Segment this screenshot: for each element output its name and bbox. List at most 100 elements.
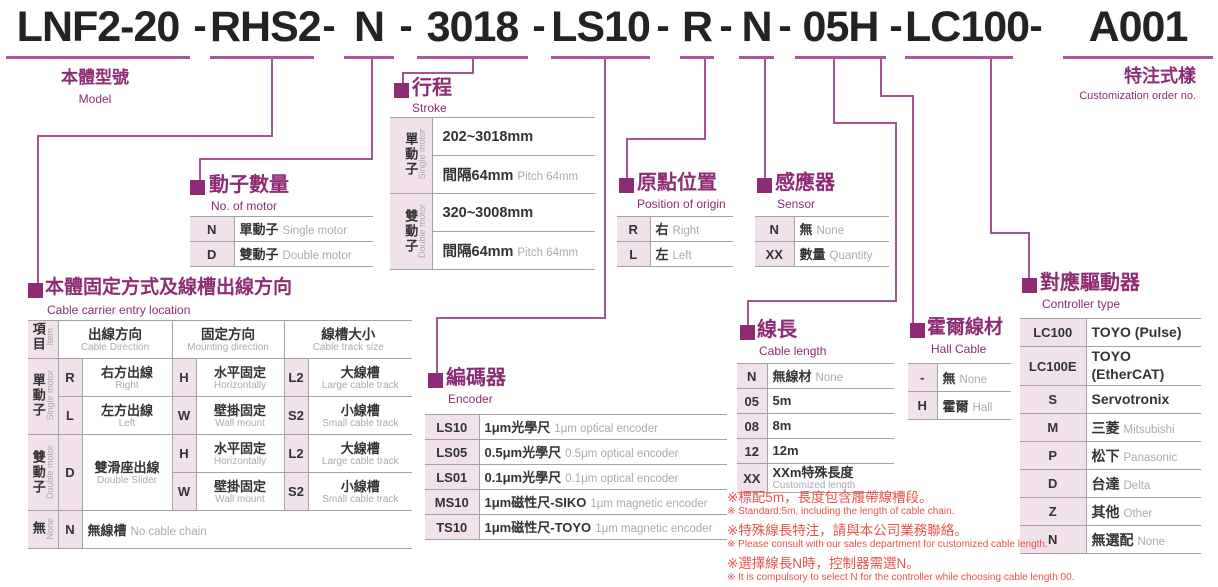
row-header-cell: 雙動子 Double motor — [390, 193, 433, 270]
row-header-en: Double motor — [44, 445, 55, 500]
row-header-cell: 雙動子 Double motor — [28, 434, 59, 511]
section-marker — [428, 373, 443, 388]
section-title-carrier: 本體固定方式及線槽出線方向 — [45, 277, 293, 298]
section-subtitle-carrier: Cable carrier entry location — [47, 303, 191, 317]
desc-en: Left — [118, 417, 136, 429]
desc-en: Wall mount — [215, 417, 265, 429]
row-header-zh: 單動子 — [30, 372, 46, 418]
row-header-zh: 無 — [30, 521, 46, 537]
desc-zh: 線槽大小 — [321, 326, 376, 342]
desc-zh: 0.5μm光學尺 — [484, 445, 562, 460]
connector-line — [833, 59, 835, 124]
code-segment-encoder: LS10 — [551, 2, 651, 59]
code-text: W — [177, 484, 191, 499]
table: R 右 Right L 左 Left — [617, 216, 733, 267]
desc-zh: 小線槽 — [340, 478, 380, 494]
desc-en: Cable Direction — [80, 341, 150, 353]
code-cell: Z — [1020, 497, 1087, 526]
table-row: XX 數量 Quantity — [755, 241, 889, 267]
code-cell: S2 — [283, 396, 309, 435]
connector-line — [604, 59, 606, 319]
table-row: 間隔64mm Pitch 64mm — [390, 155, 595, 194]
desc-en: Mitsubishi — [1123, 423, 1175, 436]
row-header-zh: 項目 — [30, 322, 46, 352]
table-row: D 雙動子 Double motor — [190, 241, 373, 267]
section-marker — [619, 178, 634, 193]
code-text: P — [1048, 448, 1058, 463]
desc-zh: 松下 — [1091, 447, 1120, 464]
code-text: TS10 — [436, 519, 468, 535]
desc-en: Single motor — [282, 225, 348, 237]
code-text: Z — [1048, 504, 1057, 519]
code-text: D — [65, 465, 75, 480]
desc-en: Cable track size — [312, 341, 384, 353]
desc-cell: 無 None — [793, 216, 889, 242]
table-row: H 霍爾 Hall — [908, 391, 1011, 420]
code-text: 12 — [744, 443, 759, 459]
table: N 單動子 Single motor D 雙動子 Double motor — [190, 216, 373, 267]
title-separator: - — [1029, 4, 1043, 48]
connector-line — [271, 59, 273, 137]
desc-zh: 雙滑座出線 — [94, 459, 160, 475]
connector-line — [747, 300, 897, 302]
code-cell: M — [1020, 413, 1087, 442]
desc-cell: 左 Left — [649, 241, 733, 267]
desc-en: Small cable track — [322, 417, 399, 429]
desc-en: Large cable track — [321, 379, 399, 391]
section-marker — [28, 283, 43, 298]
connector-line — [371, 59, 373, 160]
desc-cell: TOYO (EtherCAT) — [1085, 346, 1201, 386]
row-header-en: Item — [44, 328, 55, 346]
desc-cell: 大線槽 Large cable track — [307, 358, 413, 397]
desc-en: None — [1137, 535, 1166, 548]
desc-zh: 間隔64mm — [442, 168, 514, 184]
code-cell: LS10 — [425, 414, 480, 440]
desc-en: Other — [1123, 507, 1153, 520]
desc-en: No cable chain — [130, 525, 207, 538]
desc-zh: 固定方向 — [201, 326, 255, 342]
desc-cell: 12m — [766, 438, 894, 464]
table-row: 無 None N 無線槽 No cable chain — [28, 510, 413, 549]
desc-en: None — [816, 225, 845, 237]
code-text: D — [207, 246, 217, 262]
title-separator: - — [719, 4, 733, 48]
code-cell: H — [908, 391, 938, 420]
code-cell: W — [172, 472, 197, 511]
desc-zh: 右方出線 — [100, 364, 153, 380]
table-row: 間隔64mm Pitch 64mm — [390, 231, 595, 270]
code-cell: N — [190, 216, 235, 242]
desc-zh: 無線材 — [772, 369, 812, 384]
section-subtitle-model: Model — [78, 92, 112, 106]
connector-line — [199, 158, 201, 180]
section-title-model: 本體型號 — [61, 68, 129, 87]
code-text: N — [769, 221, 779, 237]
section-subtitle-encoder: Encoder — [448, 392, 493, 406]
title-separator: - — [656, 4, 670, 48]
code-cell: LC100 — [1020, 318, 1087, 347]
code-cell: L2 — [283, 358, 309, 397]
desc-zh: 0.1μm光學尺 — [484, 470, 562, 485]
footnote-zh: ※標配5m，長度包含履帶線槽段。 — [727, 490, 933, 505]
desc-cell: 小線槽 Small cable track — [307, 472, 413, 511]
desc-zh: 出線方向 — [88, 326, 142, 342]
table-row: N 無選配 None — [1020, 525, 1201, 554]
desc-cell: 雙滑座出線 Double Slider — [81, 434, 173, 511]
title-separator: - — [399, 4, 413, 48]
code-segment-sensor: N — [739, 2, 774, 59]
connector-line — [436, 317, 606, 319]
desc-zh: Servotronix — [1091, 390, 1170, 407]
title-separator: - — [193, 4, 207, 48]
code-cell: S2 — [283, 472, 309, 511]
desc-cell: 0.1μm光學尺 0.1μm optical encoder — [478, 464, 727, 490]
code-cell: LS01 — [425, 464, 480, 490]
row-header-zh: 雙動子 — [30, 449, 46, 495]
desc-zh: 水平固定 — [213, 440, 266, 456]
section-marker — [394, 83, 409, 98]
code-text: W — [177, 408, 191, 423]
desc-zh: 無線槽 — [87, 522, 127, 538]
connector-line — [626, 138, 628, 179]
row-header-cell: 無 None — [28, 510, 59, 549]
desc-en: 1μm magnetic encoder — [590, 498, 708, 510]
connector-line — [912, 95, 914, 325]
connector-line — [199, 158, 373, 160]
